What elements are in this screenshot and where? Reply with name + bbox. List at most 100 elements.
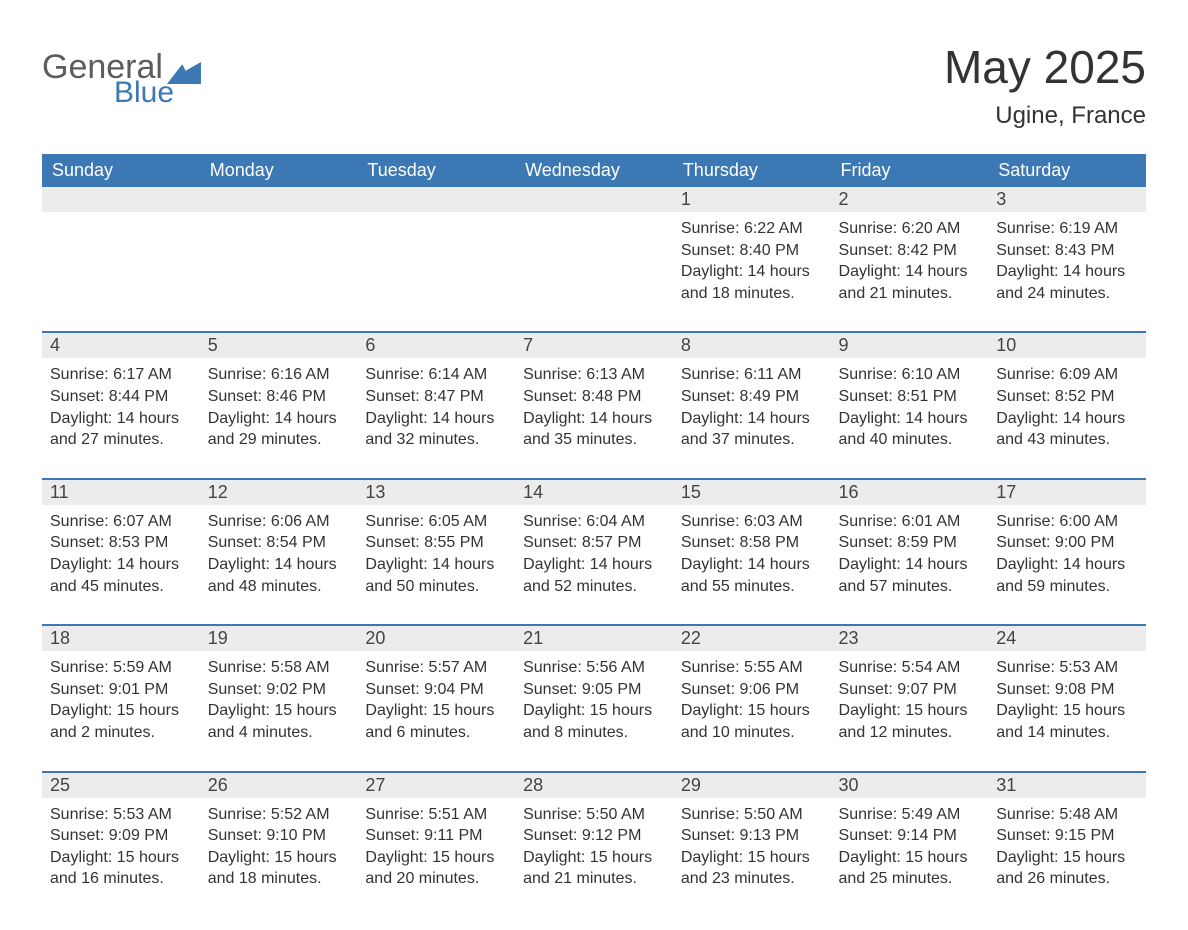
sunrise-value: Sunrise: 5:56 AM	[523, 657, 665, 679]
calendar-cell: 10Sunrise: 6:09 AMSunset: 8:52 PMDayligh…	[988, 332, 1146, 450]
daylight-value: Daylight: 15 hours and 16 minutes.	[50, 847, 192, 890]
calendar-cell: 6Sunrise: 6:14 AMSunset: 8:47 PMDaylight…	[357, 332, 515, 450]
day-details: Sunrise: 5:55 AMSunset: 9:06 PMDaylight:…	[673, 651, 831, 743]
sunrise-value: Sunrise: 6:00 AM	[996, 511, 1138, 533]
daylight-value: Daylight: 14 hours and 35 minutes.	[523, 408, 665, 451]
sunrise-value: Sunrise: 5:54 AM	[839, 657, 981, 679]
calendar-cell: 9Sunrise: 6:10 AMSunset: 8:51 PMDaylight…	[831, 332, 989, 450]
day-details: Sunrise: 5:54 AMSunset: 9:07 PMDaylight:…	[831, 651, 989, 743]
day-number: 25	[42, 773, 200, 798]
brand-logo: General Blue	[42, 40, 201, 108]
day-number: 1	[673, 187, 831, 212]
week-spacer	[42, 597, 1146, 625]
day-number: 17	[988, 480, 1146, 505]
sunset-value: Sunset: 8:43 PM	[996, 240, 1138, 262]
day-details: Sunrise: 6:01 AMSunset: 8:59 PMDaylight:…	[831, 505, 989, 597]
daylight-value: Daylight: 15 hours and 20 minutes.	[365, 847, 507, 890]
sunrise-value: Sunrise: 5:53 AM	[50, 804, 192, 826]
sunrise-value: Sunrise: 6:04 AM	[523, 511, 665, 533]
day-number: 3	[988, 187, 1146, 212]
weekday-header-row: SundayMondayTuesdayWednesdayThursdayFrid…	[42, 154, 1146, 187]
location-subtitle: Ugine, France	[944, 102, 1146, 130]
calendar-cell	[200, 187, 358, 304]
day-details: Sunrise: 5:51 AMSunset: 9:11 PMDaylight:…	[357, 798, 515, 890]
sunset-value: Sunset: 9:04 PM	[365, 679, 507, 701]
day-number: 16	[831, 480, 989, 505]
sunset-value: Sunset: 9:07 PM	[839, 679, 981, 701]
day-details: Sunrise: 6:07 AMSunset: 8:53 PMDaylight:…	[42, 505, 200, 597]
weekday-header: Friday	[831, 154, 989, 187]
calendar-table: SundayMondayTuesdayWednesdayThursdayFrid…	[42, 154, 1146, 890]
sunrise-value: Sunrise: 5:50 AM	[523, 804, 665, 826]
day-details: Sunrise: 5:52 AMSunset: 9:10 PMDaylight:…	[200, 798, 358, 890]
day-number: 15	[673, 480, 831, 505]
sunset-value: Sunset: 8:47 PM	[365, 386, 507, 408]
day-details: Sunrise: 5:59 AMSunset: 9:01 PMDaylight:…	[42, 651, 200, 743]
day-details: Sunrise: 5:53 AMSunset: 9:08 PMDaylight:…	[988, 651, 1146, 743]
daylight-value: Daylight: 15 hours and 10 minutes.	[681, 700, 823, 743]
sunset-value: Sunset: 8:54 PM	[208, 532, 350, 554]
logo-wave-icon	[167, 62, 201, 84]
daylight-value: Daylight: 15 hours and 8 minutes.	[523, 700, 665, 743]
day-number: 5	[200, 333, 358, 358]
sunrise-value: Sunrise: 6:11 AM	[681, 364, 823, 386]
day-details: Sunrise: 5:48 AMSunset: 9:15 PMDaylight:…	[988, 798, 1146, 890]
sunrise-value: Sunrise: 6:20 AM	[839, 218, 981, 240]
calendar-cell: 3Sunrise: 6:19 AMSunset: 8:43 PMDaylight…	[988, 187, 1146, 304]
sunrise-value: Sunrise: 5:59 AM	[50, 657, 192, 679]
calendar-cell: 7Sunrise: 6:13 AMSunset: 8:48 PMDaylight…	[515, 332, 673, 450]
day-number: 2	[831, 187, 989, 212]
day-details: Sunrise: 6:22 AMSunset: 8:40 PMDaylight:…	[673, 212, 831, 304]
sunset-value: Sunset: 8:42 PM	[839, 240, 981, 262]
calendar-cell: 27Sunrise: 5:51 AMSunset: 9:11 PMDayligh…	[357, 772, 515, 890]
sunrise-value: Sunrise: 6:05 AM	[365, 511, 507, 533]
day-number: 9	[831, 333, 989, 358]
day-details: Sunrise: 6:16 AMSunset: 8:46 PMDaylight:…	[200, 358, 358, 450]
calendar-cell: 11Sunrise: 6:07 AMSunset: 8:53 PMDayligh…	[42, 479, 200, 597]
sunrise-value: Sunrise: 5:53 AM	[996, 657, 1138, 679]
sunrise-value: Sunrise: 5:51 AM	[365, 804, 507, 826]
day-details: Sunrise: 6:04 AMSunset: 8:57 PMDaylight:…	[515, 505, 673, 597]
sunset-value: Sunset: 8:48 PM	[523, 386, 665, 408]
daylight-value: Daylight: 15 hours and 14 minutes.	[996, 700, 1138, 743]
day-details: Sunrise: 5:56 AMSunset: 9:05 PMDaylight:…	[515, 651, 673, 743]
sunrise-value: Sunrise: 5:55 AM	[681, 657, 823, 679]
sunset-value: Sunset: 8:52 PM	[996, 386, 1138, 408]
calendar-cell: 22Sunrise: 5:55 AMSunset: 9:06 PMDayligh…	[673, 625, 831, 743]
sunrise-value: Sunrise: 5:49 AM	[839, 804, 981, 826]
sunrise-value: Sunrise: 6:19 AM	[996, 218, 1138, 240]
daylight-value: Daylight: 14 hours and 48 minutes.	[208, 554, 350, 597]
day-details: Sunrise: 6:09 AMSunset: 8:52 PMDaylight:…	[988, 358, 1146, 450]
daylight-value: Daylight: 14 hours and 27 minutes.	[50, 408, 192, 451]
calendar-cell: 17Sunrise: 6:00 AMSunset: 9:00 PMDayligh…	[988, 479, 1146, 597]
day-number: 14	[515, 480, 673, 505]
calendar-cell: 20Sunrise: 5:57 AMSunset: 9:04 PMDayligh…	[357, 625, 515, 743]
weekday-header: Saturday	[988, 154, 1146, 187]
day-number: 29	[673, 773, 831, 798]
sunrise-value: Sunrise: 6:13 AM	[523, 364, 665, 386]
calendar-cell: 5Sunrise: 6:16 AMSunset: 8:46 PMDaylight…	[200, 332, 358, 450]
sunrise-value: Sunrise: 5:48 AM	[996, 804, 1138, 826]
calendar-cell: 15Sunrise: 6:03 AMSunset: 8:58 PMDayligh…	[673, 479, 831, 597]
day-details: Sunrise: 6:05 AMSunset: 8:55 PMDaylight:…	[357, 505, 515, 597]
day-number: 8	[673, 333, 831, 358]
weekday-header: Thursday	[673, 154, 831, 187]
calendar-cell: 14Sunrise: 6:04 AMSunset: 8:57 PMDayligh…	[515, 479, 673, 597]
calendar-cell: 29Sunrise: 5:50 AMSunset: 9:13 PMDayligh…	[673, 772, 831, 890]
daylight-value: Daylight: 14 hours and 21 minutes.	[839, 261, 981, 304]
calendar-cell: 13Sunrise: 6:05 AMSunset: 8:55 PMDayligh…	[357, 479, 515, 597]
calendar-week: 11Sunrise: 6:07 AMSunset: 8:53 PMDayligh…	[42, 479, 1146, 597]
empty-day	[515, 187, 673, 212]
daylight-value: Daylight: 14 hours and 32 minutes.	[365, 408, 507, 451]
sunrise-value: Sunrise: 5:57 AM	[365, 657, 507, 679]
sunset-value: Sunset: 9:14 PM	[839, 825, 981, 847]
daylight-value: Daylight: 15 hours and 21 minutes.	[523, 847, 665, 890]
calendar-cell	[42, 187, 200, 304]
calendar-cell	[515, 187, 673, 304]
day-details: Sunrise: 6:13 AMSunset: 8:48 PMDaylight:…	[515, 358, 673, 450]
calendar-cell: 24Sunrise: 5:53 AMSunset: 9:08 PMDayligh…	[988, 625, 1146, 743]
sunset-value: Sunset: 8:44 PM	[50, 386, 192, 408]
calendar-cell: 30Sunrise: 5:49 AMSunset: 9:14 PMDayligh…	[831, 772, 989, 890]
sunset-value: Sunset: 9:11 PM	[365, 825, 507, 847]
day-details: Sunrise: 5:58 AMSunset: 9:02 PMDaylight:…	[200, 651, 358, 743]
